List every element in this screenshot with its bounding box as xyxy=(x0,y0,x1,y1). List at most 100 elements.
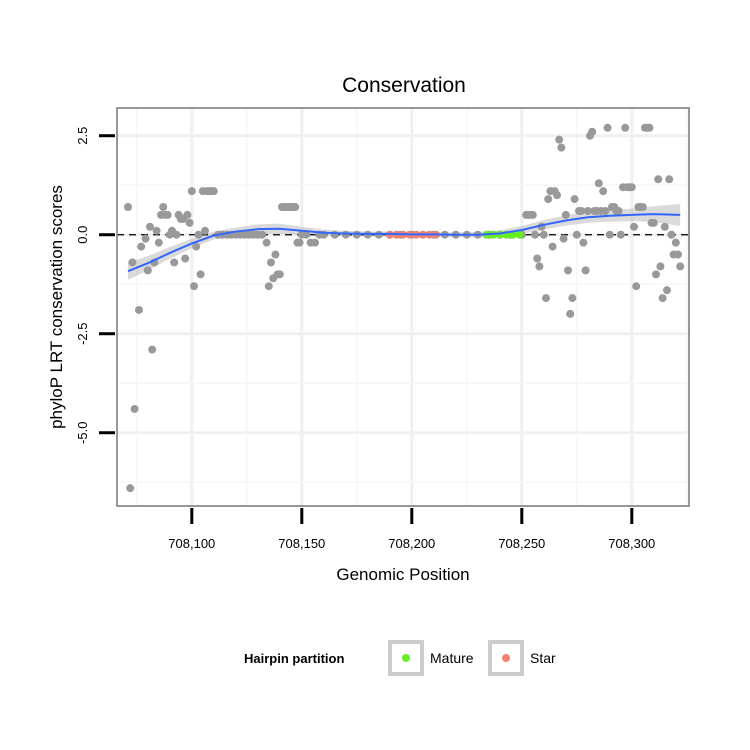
score-point xyxy=(130,404,139,413)
y-tick-label: -5.0 xyxy=(75,422,90,444)
score-point xyxy=(192,242,201,251)
score-point xyxy=(665,175,674,184)
score-point xyxy=(583,206,592,215)
score-point xyxy=(658,294,667,303)
score-point xyxy=(566,309,575,318)
score-point xyxy=(190,282,198,291)
plot-border xyxy=(116,107,690,507)
score-point xyxy=(539,230,548,239)
score-point xyxy=(599,187,608,196)
score-point xyxy=(264,282,273,291)
score-point xyxy=(652,270,660,279)
y-axis-title: phyloP LRT conservation scores xyxy=(47,185,66,429)
score-point xyxy=(201,226,209,235)
legend: Hairpin partition Mature Star xyxy=(244,640,556,676)
score-point xyxy=(128,258,137,267)
score-point xyxy=(163,210,172,219)
score-point xyxy=(146,222,154,231)
score-point xyxy=(194,230,203,239)
score-point xyxy=(594,179,603,188)
score-point xyxy=(621,123,630,132)
score-point xyxy=(616,230,625,239)
score-point xyxy=(630,222,638,231)
score-point xyxy=(291,203,300,212)
score-point xyxy=(258,230,267,239)
mature-point xyxy=(515,230,524,239)
x-tick-label: 708,250 xyxy=(498,536,545,551)
score-point xyxy=(581,266,590,275)
score-point xyxy=(674,250,682,259)
score-point xyxy=(141,234,150,243)
score-point xyxy=(172,230,181,239)
y-tick-label: 2.5 xyxy=(75,127,90,145)
score-point xyxy=(671,238,680,247)
score-point xyxy=(302,230,311,239)
score-point xyxy=(154,238,163,247)
score-point xyxy=(572,230,581,239)
score-point xyxy=(603,123,612,132)
score-point xyxy=(533,254,542,263)
y-tick-label: -2.5 xyxy=(75,323,90,345)
score-point xyxy=(570,195,579,204)
score-point xyxy=(183,210,192,219)
score-point xyxy=(559,234,568,243)
x-axis-title: Genomic Position xyxy=(336,565,469,584)
legend-label-star: Star xyxy=(530,650,556,666)
x-tick-label: 708,300 xyxy=(608,536,655,551)
score-point xyxy=(267,258,275,267)
score-point xyxy=(295,238,304,247)
chart-title: Conservation xyxy=(342,74,466,97)
score-point xyxy=(601,206,610,215)
score-point xyxy=(330,230,339,239)
score-point xyxy=(645,123,654,132)
score-point xyxy=(605,230,614,239)
score-point xyxy=(667,230,676,239)
legend-dot-star xyxy=(502,654,510,662)
score-point xyxy=(187,187,196,196)
score-point xyxy=(535,262,544,271)
score-point xyxy=(548,242,557,251)
score-point xyxy=(663,286,671,295)
score-point xyxy=(262,238,271,247)
score-point xyxy=(627,183,636,192)
score-point xyxy=(579,238,588,247)
score-point xyxy=(275,270,284,279)
score-point xyxy=(561,210,570,219)
x-tick-label: 708,200 xyxy=(388,536,435,551)
score-point xyxy=(588,127,597,136)
score-point xyxy=(656,262,665,271)
legend-dot-mature xyxy=(402,654,410,662)
score-point xyxy=(614,206,623,215)
y-axis: 2.5 0.0 -2.5 -5.0 xyxy=(75,127,115,444)
score-point xyxy=(143,266,152,275)
score-point xyxy=(341,230,350,239)
score-point xyxy=(568,294,577,303)
score-point xyxy=(124,203,132,212)
score-point xyxy=(654,175,663,184)
score-point xyxy=(271,250,280,259)
score-point xyxy=(555,135,564,144)
score-point xyxy=(577,206,586,215)
score-point xyxy=(185,218,194,227)
score-point xyxy=(542,294,550,303)
score-point xyxy=(159,203,168,212)
score-point xyxy=(137,242,146,251)
score-point xyxy=(553,191,561,200)
score-point xyxy=(676,262,685,271)
score-point xyxy=(311,238,319,247)
y-tick-label: 0.0 xyxy=(75,226,90,244)
score-point xyxy=(531,230,539,239)
score-point xyxy=(135,305,143,314)
score-point xyxy=(544,195,553,204)
score-point xyxy=(557,143,566,152)
score-point xyxy=(649,218,658,227)
score-point xyxy=(181,254,190,263)
score-point xyxy=(660,222,669,231)
score-point xyxy=(148,345,157,354)
x-tick-label: 708,100 xyxy=(168,536,215,551)
score-point xyxy=(564,266,572,275)
score-point xyxy=(638,203,647,212)
score-point xyxy=(632,282,641,291)
score-point xyxy=(170,258,179,267)
